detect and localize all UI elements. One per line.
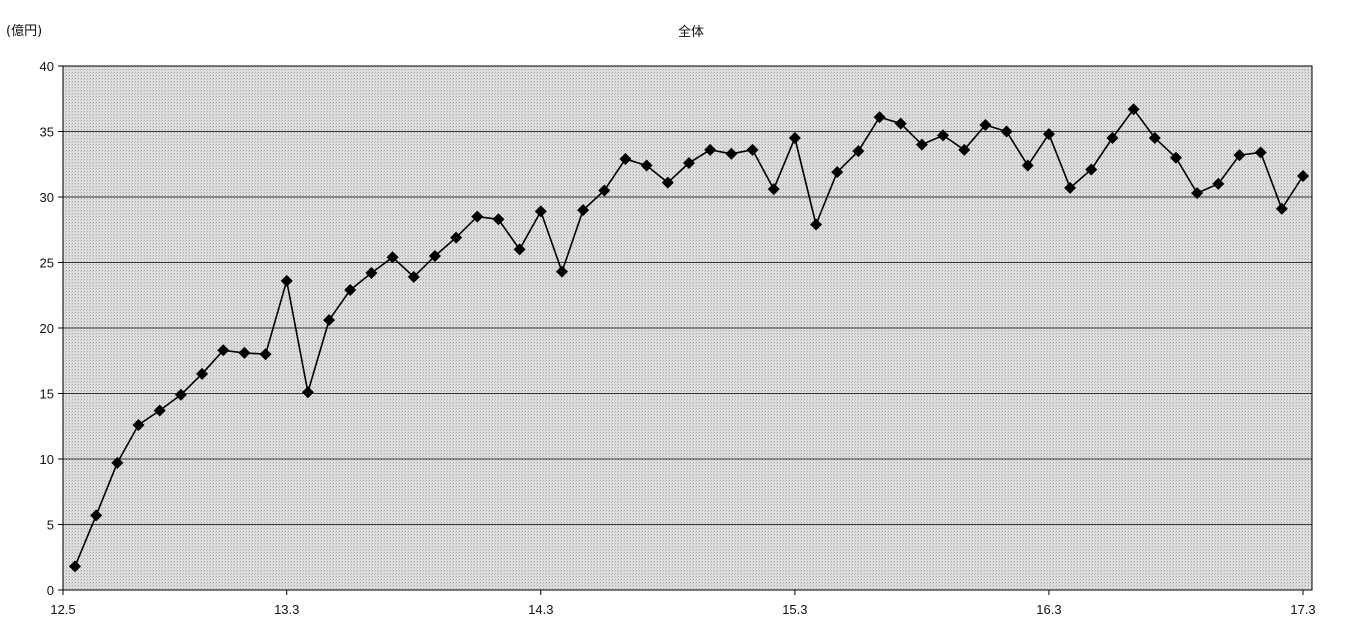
data-point — [810, 218, 823, 231]
data-point — [577, 204, 590, 217]
y-tick-label: 25 — [40, 256, 54, 271]
x-tick-label: 12.5 — [50, 602, 75, 617]
data-point — [788, 132, 801, 145]
data-point — [746, 143, 759, 156]
data-point — [767, 183, 780, 196]
data-point — [323, 314, 336, 327]
data-point — [704, 143, 717, 156]
data-markers — [69, 103, 1309, 573]
data-point — [937, 129, 950, 142]
data-point — [492, 213, 505, 226]
data-point — [450, 231, 463, 244]
x-tick-label: 13.3 — [274, 602, 299, 617]
data-point — [280, 274, 293, 287]
data-point — [69, 560, 81, 573]
data-point — [1169, 151, 1182, 164]
data-point — [196, 367, 209, 380]
data-point — [640, 159, 653, 172]
y-axis-unit-label: (億円) — [6, 23, 42, 39]
x-tick-label: 15.3 — [782, 602, 807, 617]
data-point — [852, 145, 865, 158]
data-point — [534, 205, 547, 218]
gridlines — [63, 131, 1312, 525]
data-point — [153, 404, 166, 417]
data-point — [1233, 149, 1246, 162]
y-tick-label: 20 — [40, 321, 54, 336]
x-tick-label: 14.3 — [528, 602, 553, 617]
data-point — [1148, 132, 1161, 145]
data-point — [661, 176, 674, 189]
data-point — [238, 346, 251, 359]
data-point — [894, 117, 907, 130]
data-point — [1064, 181, 1077, 194]
data-point — [174, 388, 187, 401]
y-axis-ticks: 0 5 10 15 20 25 30 35 40 — [40, 59, 63, 598]
x-axis-ticks: 12.5 13.3 14.3 15.3 16.3 17.3 — [50, 590, 1316, 617]
data-point — [873, 111, 886, 124]
data-point — [217, 344, 230, 357]
data-point — [915, 138, 928, 151]
x-tick-label: 16.3 — [1036, 602, 1061, 617]
data-point — [598, 184, 611, 197]
data-point — [365, 266, 378, 279]
data-point — [111, 456, 124, 469]
y-tick-label: 10 — [40, 452, 54, 467]
data-point — [979, 118, 992, 131]
data-point — [1000, 125, 1013, 138]
data-point — [513, 243, 526, 256]
y-tick-label: 15 — [40, 387, 54, 402]
data-point — [1297, 170, 1309, 183]
data-point — [407, 270, 420, 283]
data-point — [1127, 103, 1140, 116]
data-point — [428, 249, 441, 262]
y-tick-label: 30 — [40, 190, 54, 205]
data-point — [259, 348, 272, 361]
data-point — [683, 156, 695, 169]
data-point — [1085, 163, 1098, 176]
data-point — [958, 143, 971, 156]
data-point — [619, 153, 632, 166]
data-point — [1254, 146, 1267, 159]
data-point — [132, 418, 145, 431]
y-tick-label: 35 — [40, 125, 54, 140]
data-point — [831, 166, 844, 179]
data-point — [471, 210, 484, 223]
chart-title: 全体 — [678, 24, 704, 40]
data-point — [1191, 187, 1204, 200]
x-tick-label: 17.3 — [1290, 602, 1315, 617]
y-tick-label: 5 — [47, 518, 54, 533]
data-point — [555, 265, 568, 278]
data-point — [90, 509, 103, 522]
data-point — [1042, 128, 1055, 141]
data-point — [386, 251, 399, 264]
data-point — [344, 284, 357, 297]
data-point — [1275, 202, 1288, 215]
data-point — [1106, 132, 1119, 145]
data-point — [301, 386, 314, 399]
y-tick-label: 0 — [47, 583, 54, 598]
data-point — [1212, 177, 1225, 190]
y-tick-label: 40 — [40, 59, 54, 74]
data-point — [725, 147, 738, 160]
data-point — [1021, 159, 1034, 172]
